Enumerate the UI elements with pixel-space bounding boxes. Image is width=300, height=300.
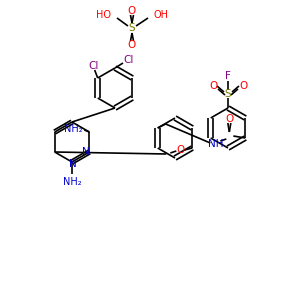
Text: O: O xyxy=(239,81,247,91)
Text: OH: OH xyxy=(154,10,169,20)
Text: NH₂: NH₂ xyxy=(63,177,81,187)
Text: F: F xyxy=(225,71,231,81)
Text: NH₂: NH₂ xyxy=(64,124,82,134)
Text: O: O xyxy=(176,145,184,155)
Text: O: O xyxy=(128,40,136,50)
Text: O: O xyxy=(128,6,136,16)
Text: S: S xyxy=(225,89,231,99)
Text: Cl: Cl xyxy=(124,55,134,65)
Text: Cl: Cl xyxy=(88,61,99,71)
Text: O: O xyxy=(209,81,217,91)
Text: HO: HO xyxy=(96,10,111,20)
Text: S: S xyxy=(129,23,135,33)
Text: N: N xyxy=(69,159,77,169)
Text: O: O xyxy=(225,114,233,124)
Text: NH: NH xyxy=(208,139,223,149)
Text: N: N xyxy=(82,147,90,157)
